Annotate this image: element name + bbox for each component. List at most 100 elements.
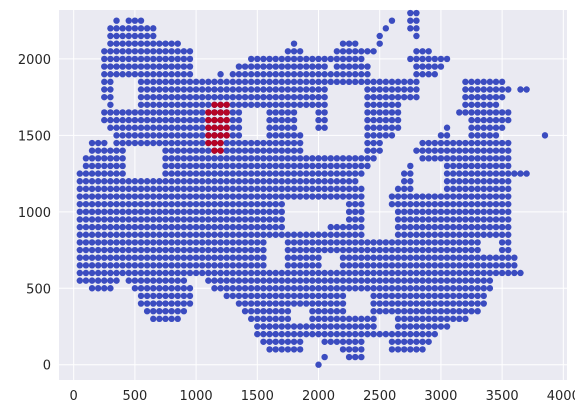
data-point	[199, 208, 206, 216]
data-point	[327, 223, 334, 231]
data-point	[437, 132, 445, 139]
data-point	[101, 208, 108, 216]
data-point	[254, 208, 261, 216]
data-point	[388, 239, 396, 246]
data-point	[107, 193, 114, 200]
data-point	[107, 155, 114, 162]
data-point	[113, 239, 120, 246]
data-point	[260, 330, 267, 338]
data-point	[321, 86, 328, 93]
data-point	[407, 246, 414, 254]
data-point	[296, 178, 304, 185]
data-point	[254, 262, 261, 269]
data-point	[162, 48, 169, 55]
data-point	[168, 78, 175, 86]
x-tick-label: 1000	[180, 389, 213, 404]
data-point	[241, 101, 249, 108]
data-point	[388, 101, 396, 108]
data-point	[449, 178, 457, 185]
data-point	[137, 116, 145, 124]
data-point	[192, 208, 200, 216]
data-point	[462, 93, 469, 101]
data-point	[174, 246, 181, 254]
data-point	[162, 315, 169, 323]
data-point	[223, 170, 230, 177]
data-point	[131, 116, 139, 124]
data-point	[284, 277, 292, 284]
data-point	[247, 170, 255, 177]
data-point	[425, 330, 432, 338]
data-point	[150, 71, 157, 78]
data-point	[125, 17, 132, 24]
data-point	[254, 285, 261, 292]
data-point	[419, 147, 426, 154]
data-point	[156, 223, 163, 231]
data-point	[180, 116, 188, 124]
data-point	[94, 285, 102, 292]
data-point	[260, 71, 267, 78]
data-point	[370, 254, 377, 261]
data-point	[370, 269, 377, 277]
data-point	[131, 223, 139, 231]
data-point	[278, 93, 285, 101]
data-point	[419, 193, 426, 200]
data-point	[315, 315, 322, 323]
data-point	[229, 239, 237, 246]
data-point	[162, 63, 169, 70]
data-point	[174, 147, 181, 154]
data-point	[174, 208, 181, 216]
data-point	[223, 162, 230, 170]
data-point	[211, 132, 218, 139]
data-point	[284, 139, 292, 147]
data-point	[449, 185, 457, 193]
data-point	[303, 63, 310, 70]
data-point	[229, 147, 237, 154]
data-point	[168, 269, 175, 277]
data-point	[131, 124, 139, 131]
data-point	[186, 246, 194, 254]
data-point	[113, 124, 120, 131]
data-point	[327, 323, 334, 330]
data-point	[156, 185, 163, 193]
data-point	[431, 193, 438, 200]
data-point	[364, 101, 371, 108]
data-point	[468, 300, 475, 307]
data-point	[449, 170, 457, 177]
data-point	[492, 254, 500, 261]
data-point	[303, 277, 310, 284]
data-point	[462, 285, 469, 292]
data-point	[443, 170, 451, 177]
data-point	[339, 40, 347, 47]
data-point	[137, 200, 145, 208]
data-point	[143, 300, 151, 307]
data-point	[199, 216, 206, 223]
data-point	[229, 246, 237, 254]
data-point	[443, 292, 451, 300]
data-point	[290, 254, 298, 261]
data-point	[156, 315, 163, 323]
data-point	[107, 78, 114, 86]
data-point	[480, 101, 487, 108]
data-point	[401, 262, 408, 269]
data-point	[419, 285, 426, 292]
data-point	[303, 185, 310, 193]
data-point	[223, 101, 230, 108]
data-point	[119, 185, 126, 193]
data-point	[284, 308, 292, 315]
data-point	[125, 71, 132, 78]
data-point	[174, 116, 181, 124]
data-point	[272, 116, 279, 124]
data-point	[223, 200, 230, 208]
data-point	[456, 300, 463, 307]
data-point	[94, 178, 102, 185]
data-point	[352, 239, 359, 246]
data-point	[339, 231, 347, 238]
data-point	[303, 231, 310, 238]
data-point	[388, 277, 396, 284]
data-point	[468, 216, 475, 223]
data-point	[247, 239, 255, 246]
data-point	[339, 155, 347, 162]
data-point	[468, 185, 475, 193]
data-point	[401, 323, 408, 330]
data-point	[168, 292, 175, 300]
